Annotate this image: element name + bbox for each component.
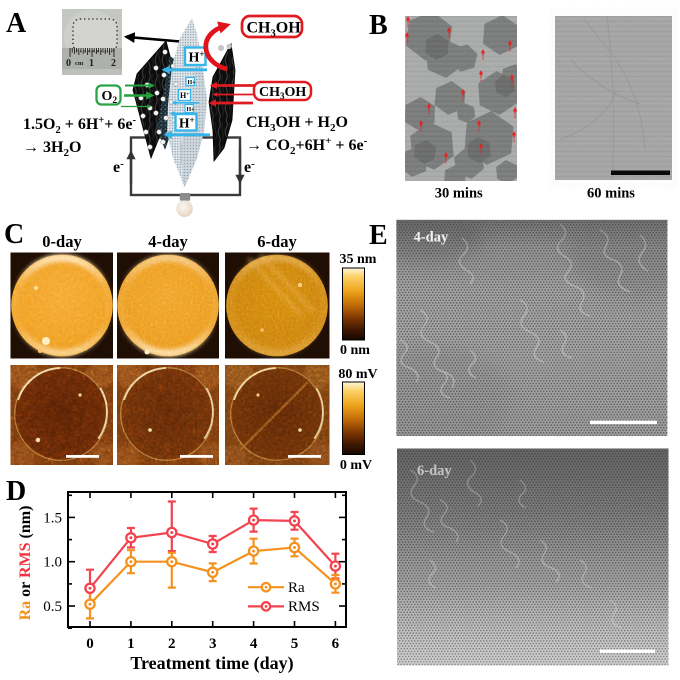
svg-text:→ 3H2O: → 3H2O: [23, 139, 81, 159]
svg-text:B: B: [369, 10, 388, 41]
svg-text:cm: cm: [75, 60, 84, 67]
svg-text:Treatment time (day): Treatment time (day): [130, 653, 293, 674]
svg-text:3: 3: [209, 636, 217, 652]
svg-text:0-day: 0-day: [42, 232, 82, 251]
svg-text:A: A: [6, 8, 27, 39]
svg-text:H+: H+: [187, 107, 196, 113]
svg-text:CH3OH + H2O: CH3OH + H2O: [246, 114, 348, 134]
svg-text:6: 6: [332, 636, 340, 652]
svg-text:1: 1: [89, 58, 94, 69]
svg-text:E: E: [369, 220, 388, 251]
svg-text:2: 2: [111, 58, 116, 69]
svg-text:1.0: 1.0: [43, 555, 62, 571]
svg-text:2: 2: [168, 636, 176, 652]
svg-text:RMS: RMS: [288, 599, 320, 615]
svg-text:C: C: [4, 219, 24, 250]
svg-text:0 nm: 0 nm: [340, 343, 370, 358]
svg-text:→ CO2+6H+ + 6e-: → CO2+6H+ + 6e-: [246, 135, 368, 157]
svg-text:1: 1: [127, 636, 135, 652]
svg-text:H+: H+: [180, 91, 189, 100]
svg-text:CH3OH: CH3OH: [259, 85, 306, 101]
svg-text:5: 5: [291, 636, 299, 652]
svg-text:35 nm: 35 nm: [340, 252, 377, 267]
svg-text:CH3OH: CH3OH: [247, 20, 302, 40]
svg-text:D: D: [6, 476, 26, 507]
svg-text:e-: e-: [113, 158, 124, 176]
svg-text:30 mins: 30 mins: [435, 186, 483, 202]
svg-text:0 mV: 0 mV: [340, 458, 372, 473]
svg-text:1.5O2 + 6H++ 6e-: 1.5O2 + 6H++ 6e-: [23, 115, 136, 136]
svg-text:4: 4: [250, 636, 258, 652]
svg-text:6-day: 6-day: [257, 232, 297, 251]
svg-text:Ra: Ra: [288, 580, 305, 596]
svg-text:60 mins: 60 mins: [587, 186, 635, 202]
svg-text:80 mV: 80 mV: [338, 367, 377, 382]
svg-text:4-day: 4-day: [414, 230, 449, 246]
svg-text:0: 0: [66, 58, 71, 69]
svg-text:Ra or RMS (nm): Ra or RMS (nm): [17, 506, 34, 621]
svg-text:H+: H+: [188, 80, 197, 86]
svg-text:6-day: 6-day: [417, 463, 452, 479]
svg-text:0.5: 0.5: [43, 599, 62, 615]
svg-text:0: 0: [86, 636, 94, 652]
svg-text:4-day: 4-day: [148, 232, 188, 251]
svg-text:e-: e-: [244, 158, 255, 176]
svg-text:1.5: 1.5: [43, 510, 62, 526]
